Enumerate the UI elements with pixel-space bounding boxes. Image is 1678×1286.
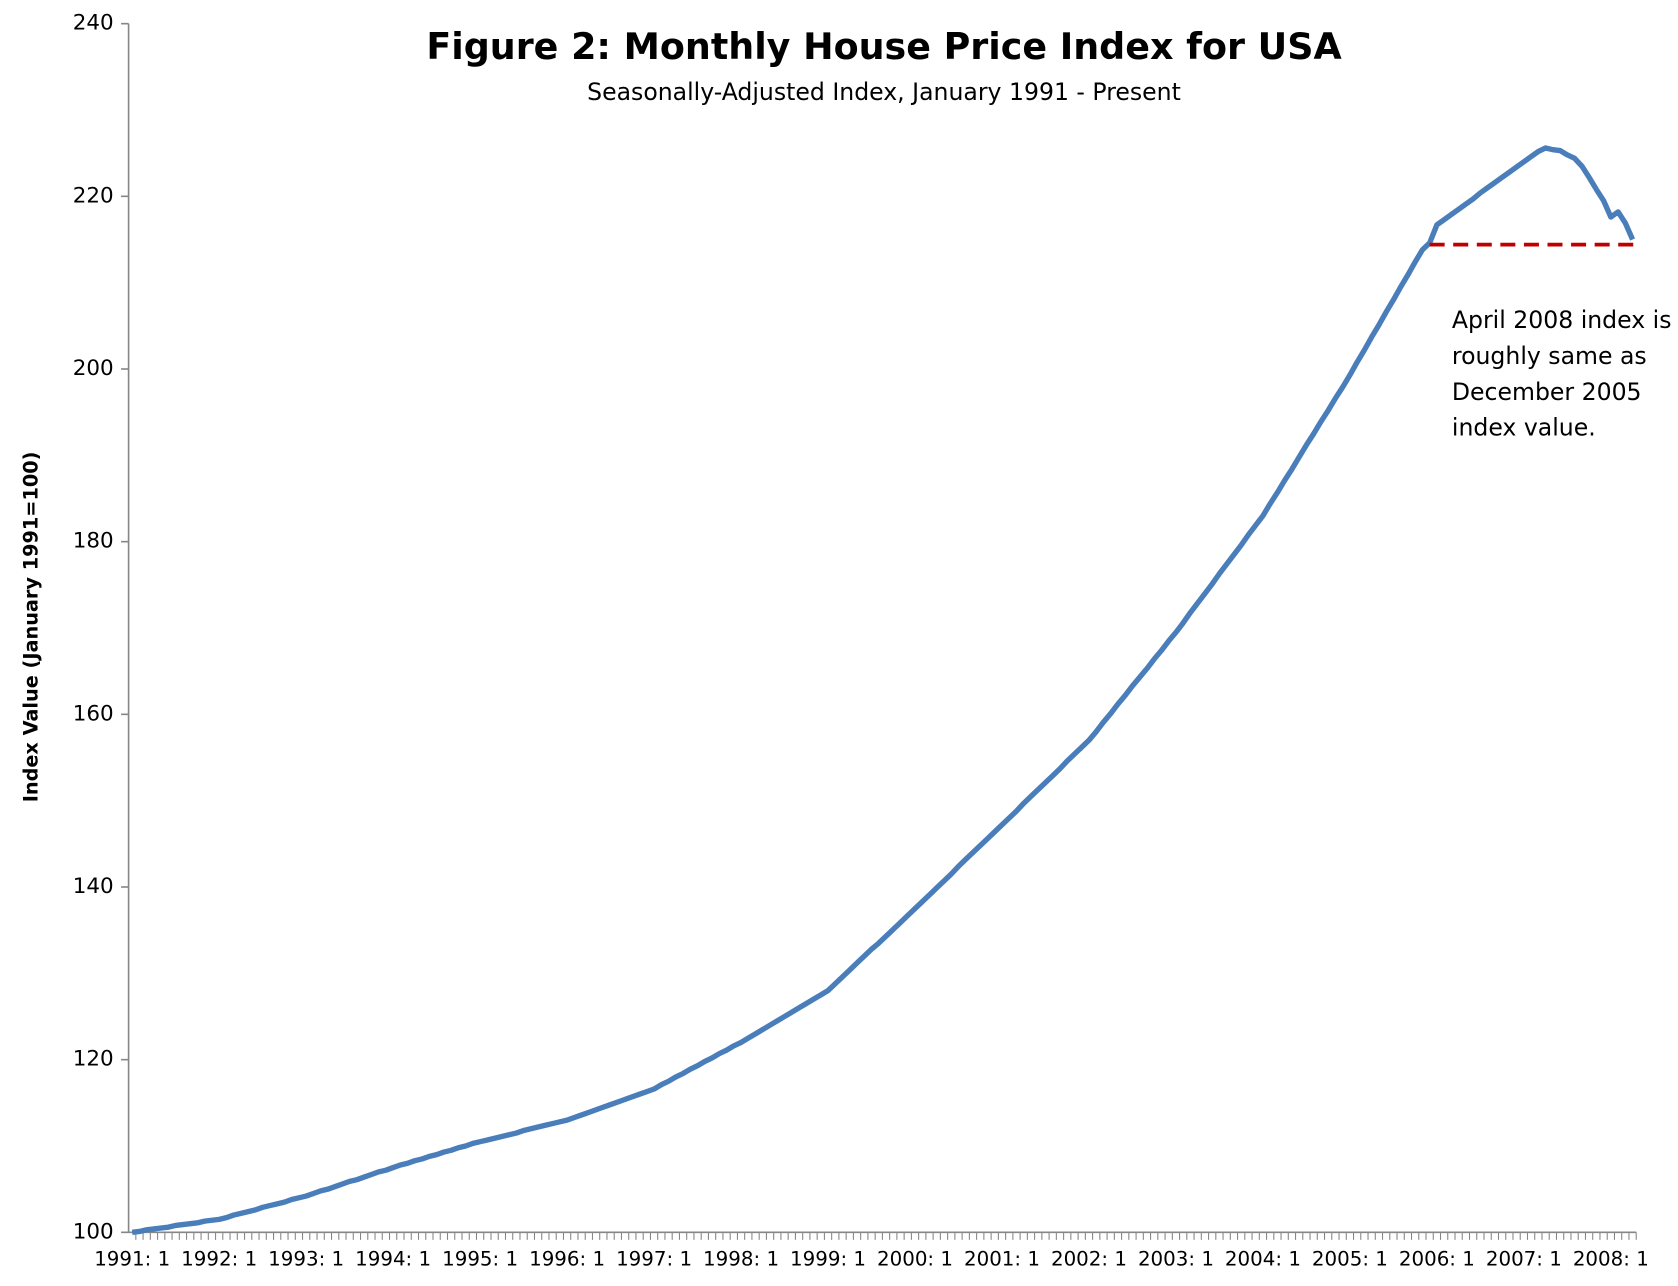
x-tick-label: 2000: 1 [877, 1248, 953, 1271]
x-tick-label: 1993: 1 [268, 1248, 344, 1271]
x-tick-label: 2001: 1 [964, 1248, 1040, 1271]
x-tick-label: 1999: 1 [790, 1248, 866, 1271]
data-line [131, 145, 1636, 1235]
y-axis-label: Index Value (January 1991=100) [20, 452, 43, 803]
x-tick-label: 1991: 1 [94, 1248, 170, 1271]
chart-subtitle: Seasonally-Adjusted Index, January 1991 … [587, 78, 1181, 106]
x-tick-label: 2002: 1 [1051, 1248, 1127, 1271]
y-tick-label: 120 [73, 1047, 114, 1072]
x-tick-label: 2007: 1 [1486, 1248, 1562, 1271]
annotation: April 2008 index is [1452, 306, 1672, 334]
x-tick-label: 1992: 1 [181, 1248, 257, 1271]
x-tick-label: 2003: 1 [1138, 1248, 1214, 1271]
x-tick-label: 1997: 1 [616, 1248, 692, 1271]
y-tick-label: 100 [73, 1219, 114, 1244]
x-tick-label: 2006: 1 [1399, 1248, 1475, 1271]
y-tick-label: 220 [73, 183, 114, 208]
x-tick-label: 1996: 1 [529, 1248, 605, 1271]
x-tick-label: 2004: 1 [1225, 1248, 1301, 1271]
y-tick-label: 200 [73, 356, 114, 381]
x-tick-label: 2008: 1 [1573, 1248, 1649, 1271]
y-tick-label: 180 [73, 529, 114, 554]
annotation: index value. [1452, 414, 1596, 442]
chart-title: Figure 2: Monthly House Price Index for … [426, 25, 1342, 68]
x-tick-label: 2005: 1 [1312, 1248, 1388, 1271]
x-tick-label: 1998: 1 [703, 1248, 779, 1271]
y-tick-label: 240 [73, 11, 114, 36]
y-tick-label: 160 [73, 701, 114, 726]
y-tick-label: 140 [73, 874, 114, 899]
x-tick-label: 1994: 1 [355, 1248, 431, 1271]
annotation: roughly same as [1452, 342, 1647, 370]
annotation: December 2005 [1452, 378, 1642, 406]
x-tick-label: 1995: 1 [442, 1248, 518, 1271]
